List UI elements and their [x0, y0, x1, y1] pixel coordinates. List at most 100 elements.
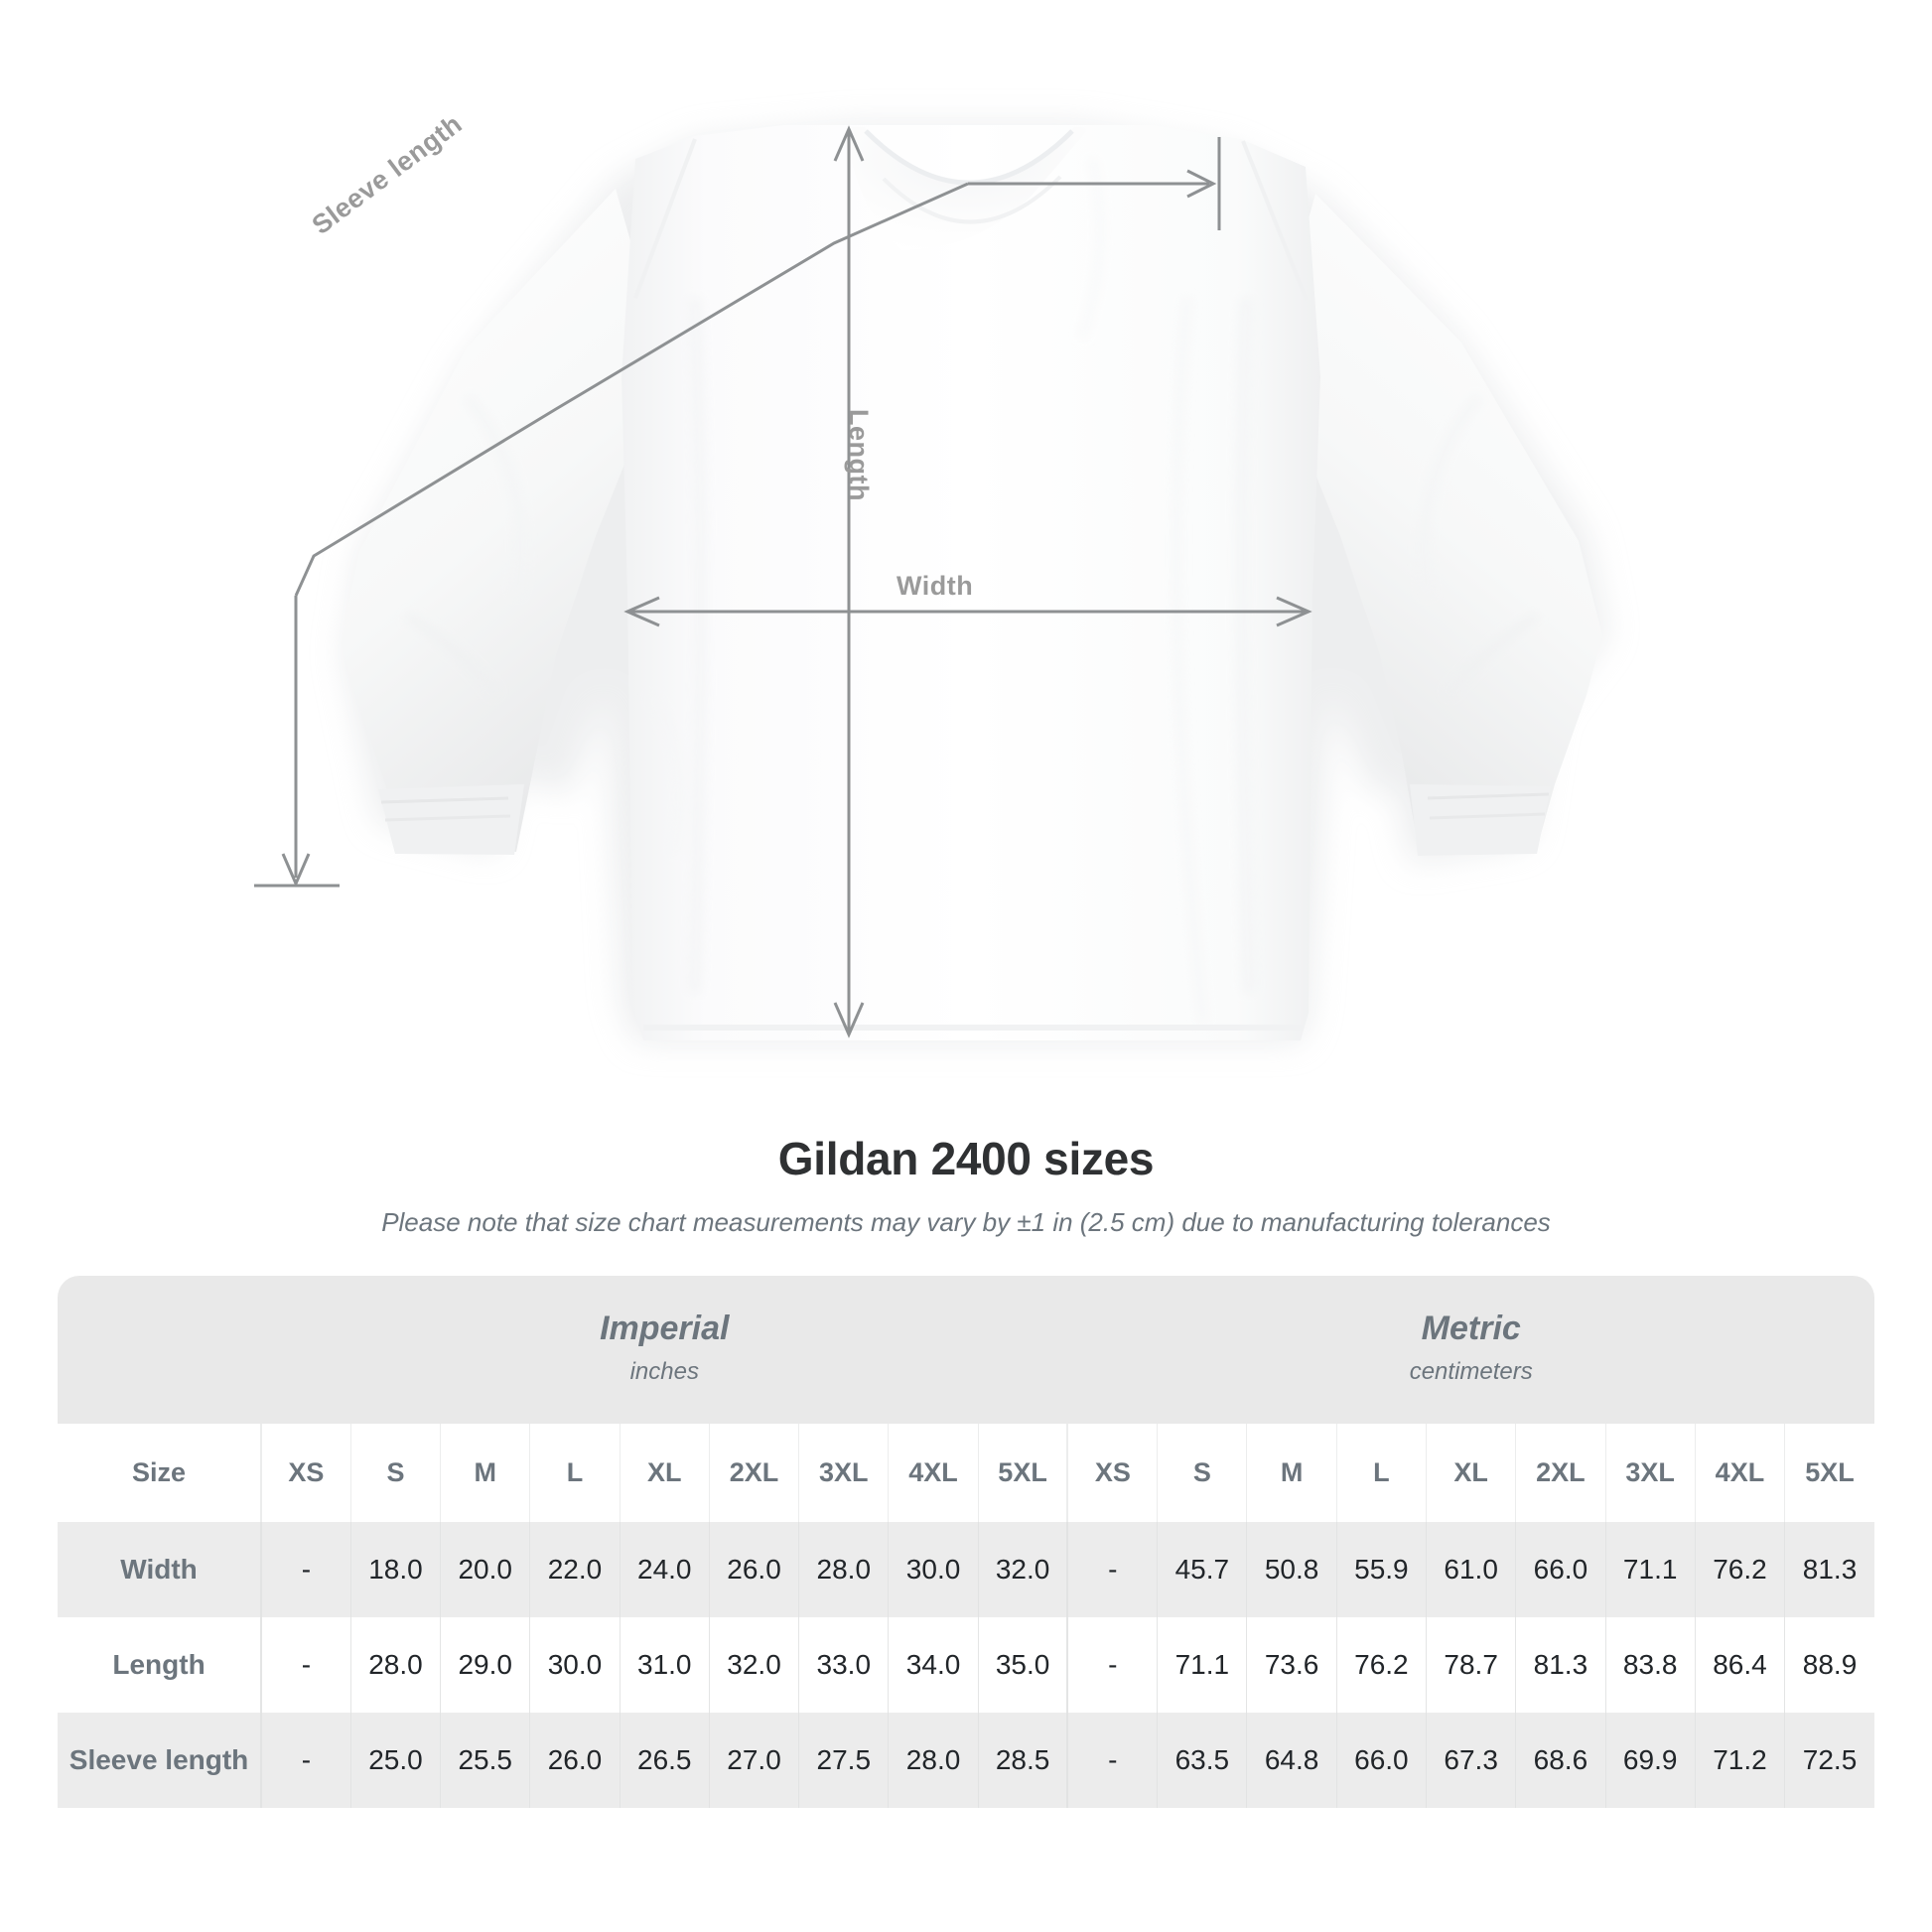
column-header-metric-5xl: 5XL	[1784, 1424, 1874, 1522]
shirt-body	[621, 125, 1320, 1040]
width-arrow	[623, 596, 1312, 627]
cell-sleeve-metric-xs: -	[1066, 1713, 1158, 1808]
row-label-sleeve-length: Sleeve length	[58, 1713, 262, 1808]
cell-width-imperial-l: 22.0	[529, 1522, 621, 1617]
cell-sleeve-imperial-4xl: 28.0	[888, 1713, 979, 1808]
column-header-imperial-2xl: 2XL	[708, 1424, 799, 1522]
unit-group-metric: Metric centimeters	[1067, 1276, 1874, 1424]
cell-width-metric-4xl: 76.2	[1694, 1522, 1785, 1617]
column-header-metric-2xl: 2XL	[1515, 1424, 1606, 1522]
measurement-arrows	[254, 125, 1312, 1038]
cell-length-imperial-s: 28.0	[349, 1617, 441, 1713]
cell-sleeve-imperial-l: 26.0	[529, 1713, 621, 1808]
cell-width-imperial-xl: 24.0	[619, 1522, 710, 1617]
size-header-row: Size XS S M L XL 2XL 3XL 4XL 5XL XS S M …	[58, 1424, 1874, 1522]
column-header-metric-l: L	[1335, 1424, 1427, 1522]
sleeve-length-arrow	[254, 137, 1221, 888]
cell-sleeve-metric-5xl: 72.5	[1784, 1713, 1874, 1808]
column-header-imperial-l: L	[529, 1424, 621, 1522]
cell-sleeve-metric-3xl: 69.9	[1604, 1713, 1696, 1808]
column-header-metric-xl: XL	[1426, 1424, 1516, 1522]
cell-sleeve-metric-2xl: 68.6	[1515, 1713, 1606, 1808]
title-block: Gildan 2400 sizes Please note that size …	[0, 1132, 1932, 1238]
shirt-photo-svg	[254, 124, 1608, 1042]
cell-sleeve-imperial-xl: 26.5	[619, 1713, 710, 1808]
cell-length-metric-4xl: 86.4	[1694, 1617, 1785, 1713]
cell-length-imperial-3xl: 33.0	[798, 1617, 889, 1713]
right-cuff	[1410, 784, 1551, 856]
cell-width-imperial-4xl: 30.0	[888, 1522, 979, 1617]
column-header-imperial-xs: XS	[260, 1424, 351, 1522]
cell-width-metric-2xl: 66.0	[1515, 1522, 1606, 1617]
cell-width-imperial-xs: -	[260, 1522, 351, 1617]
unit-group-imperial-name: Imperial	[600, 1310, 730, 1347]
cell-width-metric-s: 45.7	[1157, 1522, 1247, 1617]
cell-sleeve-metric-l: 66.0	[1335, 1713, 1427, 1808]
page-subtitle: Please note that size chart measurements…	[381, 1207, 1551, 1237]
cell-length-imperial-xl: 31.0	[619, 1617, 710, 1713]
unit-banner-row: Imperial inches Metric centimeters	[58, 1276, 1874, 1424]
column-header-imperial-4xl: 4XL	[888, 1424, 979, 1522]
column-header-imperial-m: M	[440, 1424, 530, 1522]
column-header-size: Size	[58, 1424, 262, 1522]
cell-length-imperial-l: 30.0	[529, 1617, 621, 1713]
cell-length-metric-xl: 78.7	[1426, 1617, 1516, 1713]
garment-illustration: Sleeve length Length Width	[254, 108, 1608, 1042]
unit-group-metric-name: Metric	[1421, 1310, 1521, 1347]
cell-width-imperial-5xl: 32.0	[977, 1522, 1068, 1617]
column-header-metric-xs: XS	[1066, 1424, 1158, 1522]
column-header-metric-3xl: 3XL	[1604, 1424, 1696, 1522]
unit-spacer-cell	[58, 1276, 262, 1424]
unit-group-imperial-unit: inches	[629, 1358, 699, 1385]
left-sleeve	[341, 189, 655, 852]
cell-sleeve-metric-xl: 67.3	[1426, 1713, 1516, 1808]
column-header-metric-4xl: 4XL	[1694, 1424, 1785, 1522]
cell-length-metric-s: 71.1	[1157, 1617, 1247, 1713]
cell-width-imperial-3xl: 28.0	[798, 1522, 889, 1617]
column-header-imperial-s: S	[349, 1424, 441, 1522]
cell-width-imperial-2xl: 26.0	[708, 1522, 799, 1617]
cell-length-metric-xs: -	[1066, 1617, 1158, 1713]
column-header-imperial-xl: XL	[619, 1424, 710, 1522]
cell-sleeve-imperial-5xl: 28.5	[977, 1713, 1068, 1808]
cell-sleeve-imperial-3xl: 27.5	[798, 1713, 889, 1808]
cell-length-imperial-xs: -	[260, 1617, 351, 1713]
right-sleeve	[1279, 194, 1602, 856]
cell-sleeve-imperial-m: 25.5	[440, 1713, 530, 1808]
collar	[846, 127, 1090, 250]
cell-sleeve-imperial-s: 25.0	[349, 1713, 441, 1808]
cell-width-metric-l: 55.9	[1335, 1522, 1427, 1617]
row-label-width: Width	[58, 1522, 262, 1617]
column-header-imperial-3xl: 3XL	[798, 1424, 889, 1522]
cell-width-metric-m: 50.8	[1246, 1522, 1337, 1617]
cell-sleeve-metric-s: 63.5	[1157, 1713, 1247, 1808]
cell-length-imperial-m: 29.0	[440, 1617, 530, 1713]
row-label-length: Length	[58, 1617, 262, 1713]
page-title: Gildan 2400 sizes	[777, 1133, 1155, 1184]
unit-group-imperial: Imperial inches	[261, 1276, 1068, 1424]
cell-length-imperial-2xl: 32.0	[708, 1617, 799, 1713]
cell-length-metric-3xl: 83.8	[1604, 1617, 1696, 1713]
cell-sleeve-imperial-xs: -	[260, 1713, 351, 1808]
cell-width-metric-3xl: 71.1	[1604, 1522, 1696, 1617]
length-arrow	[833, 125, 865, 1038]
column-header-metric-m: M	[1246, 1424, 1337, 1522]
cell-sleeve-imperial-2xl: 27.0	[708, 1713, 799, 1808]
table-row: Length - 28.0 29.0 30.0 31.0 32.0 33.0 3…	[58, 1617, 1874, 1713]
cell-width-imperial-m: 20.0	[440, 1522, 530, 1617]
cell-length-metric-5xl: 88.9	[1784, 1617, 1874, 1713]
cell-width-metric-xl: 61.0	[1426, 1522, 1516, 1617]
cell-length-imperial-4xl: 34.0	[888, 1617, 979, 1713]
size-chart-table-wrapper: Imperial inches Metric centimeters Size …	[58, 1276, 1874, 1808]
unit-group-metric-unit: centimeters	[1409, 1358, 1533, 1385]
cell-length-metric-l: 76.2	[1335, 1617, 1427, 1713]
table-row: Sleeve length - 25.0 25.5 26.0 26.5 27.0…	[58, 1713, 1874, 1808]
fabric-folds	[404, 158, 1540, 1024]
cell-sleeve-metric-4xl: 71.2	[1694, 1713, 1785, 1808]
table-row: Width - 18.0 20.0 22.0 24.0 26.0 28.0 30…	[58, 1522, 1874, 1617]
column-header-imperial-5xl: 5XL	[977, 1424, 1068, 1522]
length-label: Length	[844, 409, 874, 501]
cell-width-metric-5xl: 81.3	[1784, 1522, 1874, 1617]
size-chart-table: Imperial inches Metric centimeters Size …	[58, 1276, 1874, 1808]
cell-length-metric-m: 73.6	[1246, 1617, 1337, 1713]
